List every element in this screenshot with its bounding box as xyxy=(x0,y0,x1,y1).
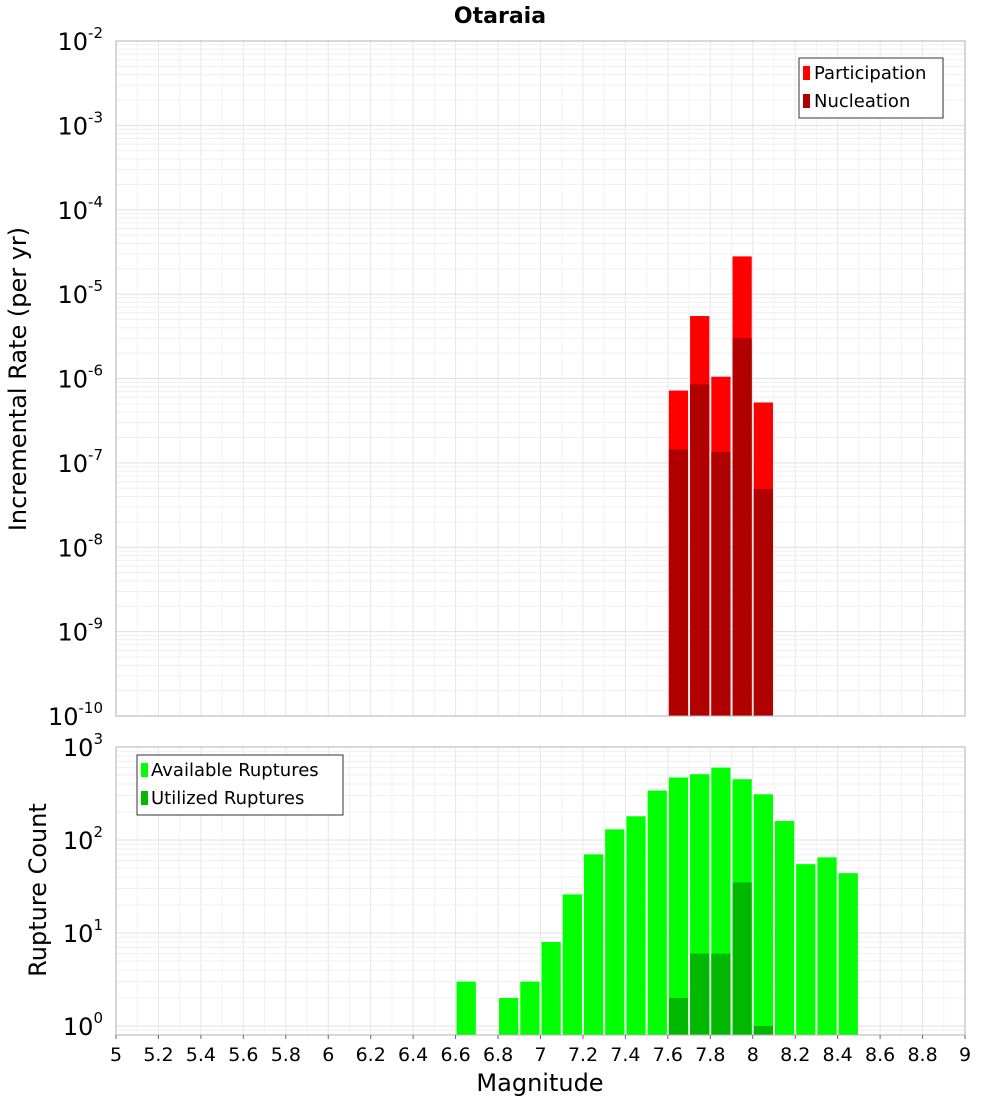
x-tick-label: 7.2 xyxy=(568,1044,598,1066)
bar-nucleation xyxy=(668,449,689,716)
y-tick-label: 10-7 xyxy=(57,446,103,478)
y-tick-label: 10-9 xyxy=(57,615,103,647)
top-y-axis-label: Incremental Rate (per yr) xyxy=(4,227,32,531)
bar-utilized-ruptures xyxy=(668,997,689,1035)
x-tick-label: 8.2 xyxy=(780,1044,810,1066)
legend-label-utilized: Utilized Ruptures xyxy=(151,788,304,809)
bar-nucleation xyxy=(753,489,773,716)
x-tick-label: 6.8 xyxy=(483,1044,513,1066)
bar-available-ruptures xyxy=(541,942,561,1035)
x-tick-label: 6 xyxy=(322,1044,334,1066)
x-tick-label: 5 xyxy=(110,1044,122,1066)
bar-nucleation xyxy=(690,384,710,716)
x-tick-label: 6.6 xyxy=(440,1044,470,1066)
legend-label-available: Available Ruptures xyxy=(151,760,319,781)
y-tick-label: 10-5 xyxy=(57,277,103,309)
bar-available-ruptures xyxy=(817,857,837,1035)
bar-available-ruptures xyxy=(796,864,816,1035)
bar-available-ruptures xyxy=(647,790,667,1035)
chart-title: Otaraia xyxy=(454,4,546,29)
legend-label-participation: Participation xyxy=(814,63,926,84)
x-axis-label: Magnitude xyxy=(476,1069,603,1097)
x-tick-label: 7.8 xyxy=(695,1044,725,1066)
x-tick-label: 8.6 xyxy=(865,1044,895,1066)
bar-utilized-ruptures xyxy=(753,1025,773,1035)
bar-utilized-ruptures xyxy=(732,882,752,1035)
y-tick-label: 10-10 xyxy=(48,699,103,731)
legend-box xyxy=(136,754,344,816)
bar-available-ruptures xyxy=(753,794,773,1035)
x-tick-label: 7.6 xyxy=(653,1044,683,1066)
legend-swatch-nucleation xyxy=(803,94,810,108)
x-tick-label: 8 xyxy=(747,1044,759,1066)
x-tick-label: 5.2 xyxy=(143,1044,173,1066)
bottom-y-axis-label: Rupture Count xyxy=(24,803,52,977)
bar-available-ruptures xyxy=(605,829,625,1035)
bar-available-ruptures xyxy=(838,873,858,1035)
y-tick-label: 100 xyxy=(63,1009,103,1041)
legend-swatch-available xyxy=(141,763,148,777)
x-tick-label: 6.2 xyxy=(356,1044,386,1066)
x-tick-label: 5.8 xyxy=(271,1044,301,1066)
bar-nucleation xyxy=(711,451,731,716)
bar-available-ruptures xyxy=(562,894,582,1035)
y-tick-label: 10-8 xyxy=(57,530,103,562)
bottom-legend: Available Ruptures Utilized Ruptures xyxy=(136,754,344,816)
x-tick-label: 6.4 xyxy=(398,1044,428,1066)
bar-available-ruptures xyxy=(456,981,476,1035)
bar-available-ruptures xyxy=(774,821,795,1035)
x-tick-label: 5.6 xyxy=(228,1044,258,1066)
legend-box xyxy=(798,57,944,119)
x-tick-label: 8.4 xyxy=(823,1044,853,1066)
y-tick-label: 101 xyxy=(63,916,103,948)
top-legend: Participation Nucleation xyxy=(798,57,944,119)
y-tick-label: 102 xyxy=(63,823,103,855)
bar-available-ruptures xyxy=(499,997,519,1035)
bar-available-ruptures xyxy=(668,777,689,1035)
bar-utilized-ruptures xyxy=(690,953,710,1035)
x-tick-label: 9 xyxy=(959,1044,971,1066)
x-tick-label: 7.4 xyxy=(610,1044,640,1066)
x-tick-label: 7 xyxy=(534,1044,546,1066)
bar-available-ruptures xyxy=(520,981,540,1035)
bar-available-ruptures xyxy=(583,854,604,1035)
legend-swatch-participation xyxy=(803,66,810,80)
bar-utilized-ruptures xyxy=(711,953,731,1035)
y-tick-label: 10-3 xyxy=(57,108,103,140)
legend-label-nucleation: Nucleation xyxy=(814,91,910,112)
y-tick-label: 10-6 xyxy=(57,362,103,394)
bar-available-ruptures xyxy=(626,816,646,1035)
y-tick-label: 103 xyxy=(63,730,103,762)
legend-swatch-utilized xyxy=(141,791,148,805)
bar-nucleation xyxy=(732,338,752,716)
x-tick-label: 8.8 xyxy=(907,1044,937,1066)
y-tick-label: 10-2 xyxy=(57,24,103,56)
y-tick-label: 10-4 xyxy=(57,193,103,225)
top-panel: 10-10 10-9 10-8 10-7 10-6 10-5 10-4 10-3 10-2 xyxy=(48,24,966,731)
plot-frame xyxy=(115,40,966,717)
x-tick-label: 5.4 xyxy=(186,1044,216,1066)
